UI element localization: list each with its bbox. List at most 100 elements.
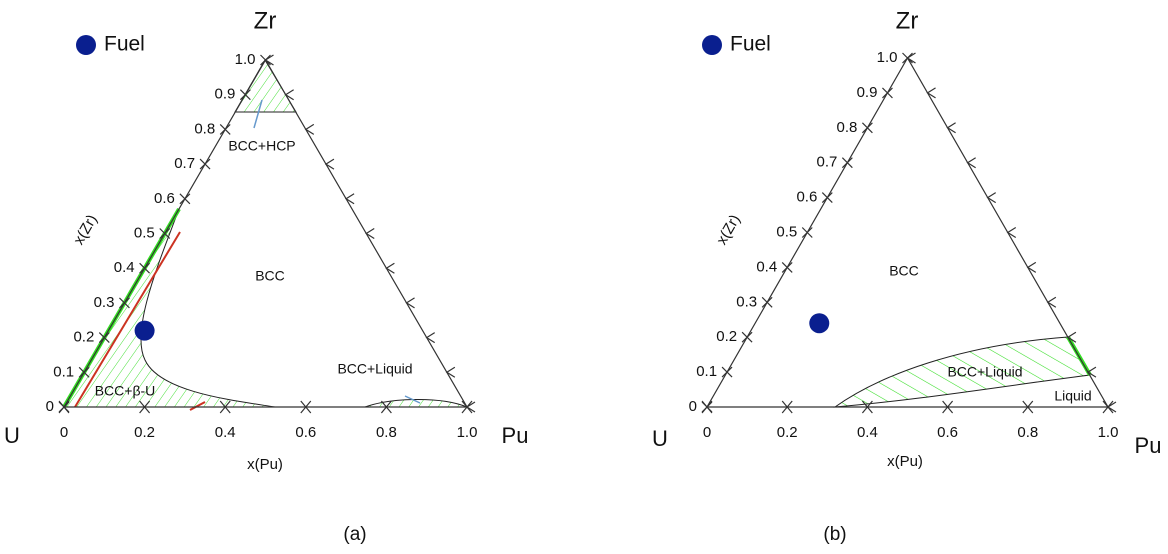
x-tick — [942, 400, 954, 414]
right-tick — [264, 54, 274, 66]
y-tick-label: 0.8 — [837, 119, 858, 136]
right-tick — [365, 227, 375, 240]
y-tick — [701, 401, 713, 413]
y-tick — [219, 123, 231, 135]
y-tick-label: 0.3 — [736, 293, 757, 310]
y-tick-label: 0 — [46, 398, 54, 415]
x-axis-label: x(Pu) — [887, 453, 923, 470]
annotation: BCC+Liquid — [337, 361, 412, 377]
legend-label: Fuel — [730, 33, 771, 56]
y-tick — [78, 366, 90, 378]
right-tick — [1066, 331, 1077, 343]
y-tick-label: 0 — [689, 398, 697, 415]
y-tick-label: 0.9 — [214, 86, 235, 103]
y-tick — [841, 157, 853, 169]
x-tick-label: 0.2 — [777, 424, 798, 441]
annotation: BCC+β-U — [95, 383, 156, 399]
data-point — [809, 313, 830, 334]
y-tick-label: 0.5 — [776, 223, 797, 240]
y-tick-label: 0.2 — [73, 329, 94, 346]
annotation: BCC — [255, 268, 285, 284]
y-tick-label: 1.0 — [235, 51, 256, 68]
vertex-label: Pu — [1135, 433, 1162, 458]
y-tick — [761, 296, 773, 308]
x-tick-label: 1.0 — [1098, 424, 1119, 441]
right-tick — [405, 297, 415, 309]
x-axis-label: x(Pu) — [247, 456, 283, 473]
right-tick — [445, 366, 456, 378]
x-tick-label: 0.8 — [376, 424, 397, 441]
y-tick-label: 0.7 — [816, 154, 837, 171]
x-tick — [300, 400, 312, 414]
right-tick — [304, 123, 315, 135]
y-tick-label: 1.0 — [877, 49, 898, 66]
annotation: Liquid — [1054, 388, 1091, 404]
x-tick — [219, 400, 231, 414]
y-tick — [741, 331, 753, 343]
right-tick — [284, 89, 294, 101]
y-tick-label: 0.8 — [194, 120, 215, 137]
right-tick — [1026, 261, 1037, 273]
right-tick — [324, 158, 335, 170]
right-tick — [986, 192, 997, 204]
right-tick — [465, 401, 476, 413]
y-tick — [139, 262, 151, 274]
y-axis-label: x(Zr) — [70, 212, 101, 248]
y-tick-label: 0.4 — [114, 259, 135, 276]
y-tick — [119, 297, 130, 309]
x-tick-label: 0.8 — [1017, 424, 1038, 441]
x-tick-label: 0.6 — [295, 424, 316, 441]
y-tick-label: 0.3 — [94, 294, 115, 311]
right-tick — [344, 193, 355, 205]
vertex-label: Zr — [254, 7, 277, 34]
y-tick — [882, 87, 893, 99]
right-tick — [1106, 401, 1117, 413]
right-tick — [906, 52, 916, 64]
x-tick-label: 0.6 — [937, 424, 958, 441]
right-tick — [1046, 296, 1057, 308]
red-boundary — [189, 401, 206, 411]
region-bcc-beta — [63, 208, 276, 408]
y-tick-label: 0.9 — [857, 84, 878, 101]
x-tick — [380, 400, 392, 414]
right-tick — [1006, 226, 1017, 239]
x-tick — [781, 400, 793, 414]
x-tick — [139, 400, 151, 414]
legend-label: Fuel — [104, 33, 145, 56]
right-tick — [926, 87, 936, 99]
y-tick — [199, 158, 211, 170]
vertex-label: U — [4, 423, 20, 448]
arrow — [253, 99, 263, 129]
x-tick-label: 0 — [703, 424, 711, 441]
y-tick — [801, 227, 813, 238]
y-tick-label: 0.6 — [796, 189, 817, 206]
y-tick-label: 0.1 — [53, 363, 74, 380]
y-tick — [159, 228, 171, 239]
legend-marker — [702, 35, 722, 55]
red-boundary — [74, 231, 181, 408]
y-axis-label: x(Zr) — [713, 212, 744, 248]
legend-marker — [76, 35, 96, 55]
y-tick-label: 0.2 — [716, 328, 737, 345]
y-tick — [861, 122, 873, 134]
x-tick-label: 0.4 — [215, 424, 236, 441]
x-tick-label: 0 — [60, 424, 68, 441]
data-point — [134, 320, 155, 341]
y-tick — [58, 401, 70, 413]
annotation: BCC — [889, 263, 919, 279]
y-tick — [239, 89, 251, 101]
y-tick-label: 0.7 — [174, 155, 195, 172]
right-tick — [1086, 366, 1097, 378]
right-tick — [425, 332, 436, 344]
y-tick-label: 0.4 — [756, 258, 777, 275]
x-tick-label: 1.0 — [457, 424, 478, 441]
x-tick-label: 0.4 — [857, 424, 878, 441]
right-tick — [966, 157, 976, 169]
right-tick — [385, 262, 395, 274]
x-tick-label: 0.2 — [134, 424, 155, 441]
arrow — [404, 395, 421, 404]
annotation: BCC+Liquid — [947, 364, 1022, 380]
caption: (b) — [823, 524, 846, 545]
vertex-label: Pu — [502, 423, 529, 448]
